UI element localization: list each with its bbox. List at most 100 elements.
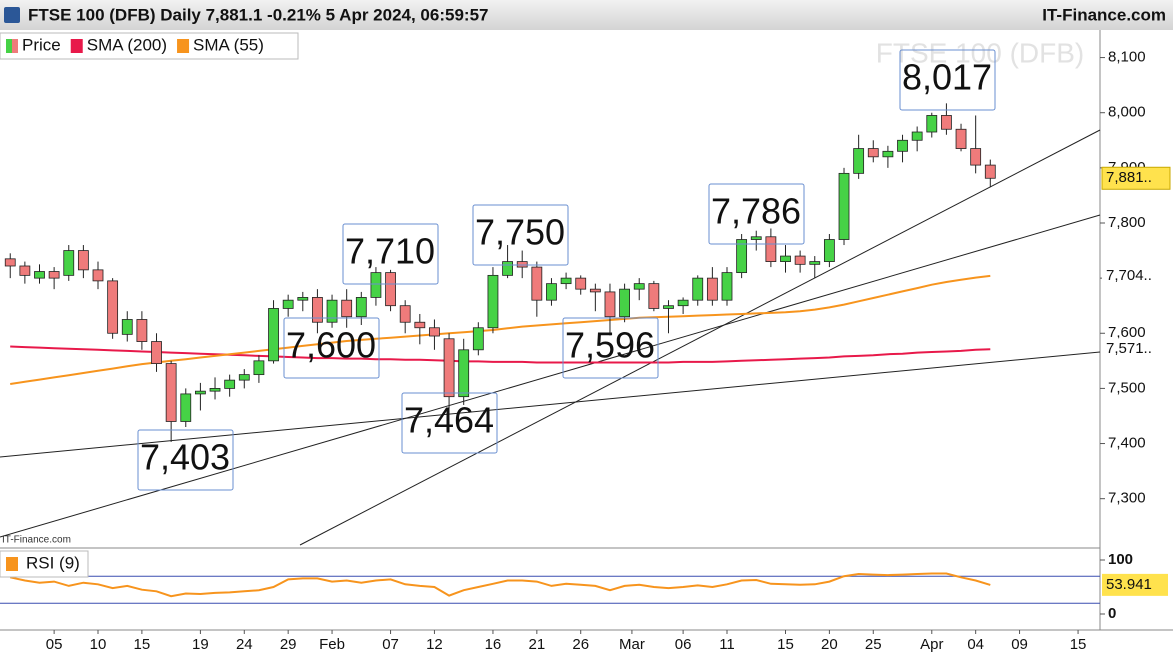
credit: IT-Finance.com	[2, 535, 71, 546]
legend-swatch	[12, 39, 18, 53]
x-tick-label: 07	[382, 636, 399, 653]
candle-body	[560, 277, 572, 285]
candle-body	[589, 288, 601, 293]
candle-body	[823, 239, 835, 262]
candle-body	[575, 277, 587, 290]
annotation-box	[708, 183, 805, 245]
candle-body	[4, 258, 16, 267]
header-source: IT-Finance.com	[1042, 5, 1166, 24]
x-tick-label: 16	[485, 636, 502, 653]
annotation-box	[283, 317, 380, 379]
candle-body	[180, 393, 192, 422]
legend-label: Price	[22, 35, 61, 54]
candle-body	[355, 297, 367, 318]
candle-body	[838, 172, 850, 240]
y-tick-label: 7,500	[1108, 379, 1146, 396]
candle-body	[458, 349, 470, 398]
line-series	[10, 274, 991, 385]
legend-swatch	[6, 557, 18, 571]
x-tick-label: 15	[1070, 636, 1087, 653]
candle-body	[897, 139, 908, 152]
x-tick-label: 09	[1011, 636, 1028, 653]
line-series	[10, 345, 991, 364]
candle-body	[955, 128, 967, 149]
y-tick-label: 7,300	[1108, 490, 1146, 507]
candle-body	[209, 388, 221, 392]
candle-body	[809, 261, 821, 265]
annotation-box	[899, 49, 996, 111]
x-tick-label: Feb	[319, 636, 345, 653]
x-tick-label: 15	[777, 636, 794, 653]
candle-body	[780, 255, 791, 262]
candle-body	[34, 271, 45, 279]
candle-body	[399, 305, 411, 323]
candle-body	[224, 379, 236, 389]
candle-body	[443, 338, 455, 398]
candle-body	[677, 299, 689, 307]
legend-swatch	[177, 39, 190, 53]
candle-body	[370, 272, 382, 298]
x-tick-label: 12	[426, 636, 443, 653]
annotation-box	[137, 429, 234, 491]
x-tick-label: 11	[719, 636, 735, 653]
candle-body	[867, 148, 879, 158]
x-tick-label: 24	[236, 636, 253, 653]
last-value-label: 53.941	[1106, 576, 1152, 593]
candle-body	[926, 115, 938, 133]
x-tick-label: 06	[675, 636, 692, 653]
watermark: FTSE 100 (DFB)	[876, 37, 1084, 68]
candle-body	[546, 283, 557, 301]
candle-body	[385, 272, 396, 307]
annotation: 7,710	[345, 231, 435, 272]
candle-body	[63, 250, 75, 276]
x-tick-label: 29	[280, 636, 297, 653]
candle-body	[121, 319, 133, 335]
candle-body	[984, 164, 996, 179]
y-tick-label: 0	[1108, 605, 1116, 622]
candle-body	[970, 148, 982, 166]
x-tick-label: 04	[967, 636, 984, 653]
x-tick-label: 25	[865, 636, 882, 653]
annotation: 8,017	[902, 57, 992, 98]
candle-body	[853, 148, 865, 174]
candle-body	[604, 291, 616, 318]
x-tick-label: 21	[528, 636, 545, 653]
candle-body	[194, 390, 206, 395]
candle-body	[633, 283, 645, 290]
x-tick-label: Apr	[920, 636, 943, 653]
annotation: 7,786	[711, 191, 801, 232]
annotation: 7,464	[404, 400, 494, 441]
legend-swatch	[6, 39, 12, 53]
candle-body	[253, 360, 265, 376]
candle-body	[721, 272, 733, 301]
candle-body	[706, 277, 718, 301]
candle-body	[414, 321, 426, 329]
trend-line	[0, 351, 1101, 458]
last-value-label: 7,571..	[1106, 340, 1152, 357]
candle-body	[77, 250, 89, 271]
annotation-box	[472, 204, 569, 266]
last-value-box	[1102, 338, 1170, 361]
header-title: FTSE 100 (DFB) Daily 7,881.1 -0.21% 5 Ap…	[28, 5, 489, 24]
x-tick-label: 26	[572, 636, 589, 653]
candle-body	[750, 236, 762, 240]
candle-body	[312, 297, 323, 323]
candle-body	[429, 327, 440, 337]
legend-label: RSI (9)	[26, 553, 80, 572]
legend-label: SMA (55)	[193, 35, 264, 54]
candle-body	[297, 297, 309, 301]
legend-label: SMA (200)	[87, 35, 167, 54]
x-tick-label: 20	[821, 636, 838, 653]
last-value-box	[1102, 264, 1170, 287]
x-tick-label: 05	[46, 636, 63, 653]
candle-body	[911, 131, 923, 141]
y-tick-label: 8,100	[1108, 49, 1146, 66]
candle-body	[487, 274, 499, 329]
candle-body	[136, 319, 148, 342]
candle-body	[282, 299, 294, 309]
plot-layer: 8,1008,0007,9007,8007,7007,6007,5007,400…	[0, 32, 1171, 653]
last-value-box	[1101, 166, 1171, 190]
y-tick-label: 8,000	[1108, 104, 1146, 121]
candle-body	[765, 236, 777, 262]
